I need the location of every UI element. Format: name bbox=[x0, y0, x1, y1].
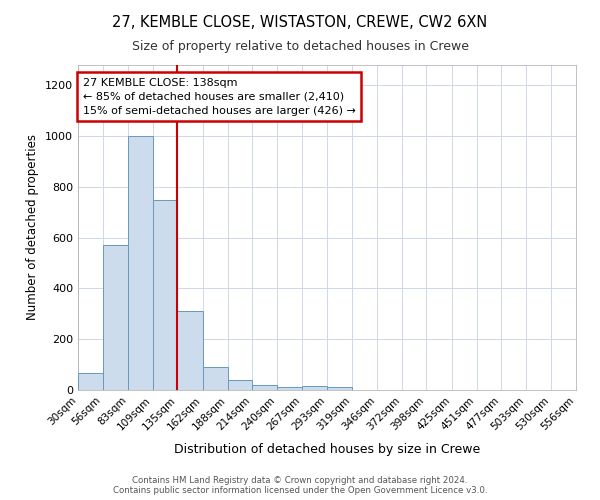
Bar bbox=[227, 380, 252, 390]
Bar bbox=[128, 136, 153, 390]
Bar bbox=[302, 386, 327, 390]
Bar bbox=[103, 246, 128, 390]
X-axis label: Distribution of detached houses by size in Crewe: Distribution of detached houses by size … bbox=[174, 443, 480, 456]
Y-axis label: Number of detached properties: Number of detached properties bbox=[26, 134, 40, 320]
Bar bbox=[203, 367, 227, 390]
Text: 27, KEMBLE CLOSE, WISTASTON, CREWE, CW2 6XN: 27, KEMBLE CLOSE, WISTASTON, CREWE, CW2 … bbox=[112, 15, 488, 30]
Bar bbox=[327, 388, 352, 390]
Bar bbox=[178, 312, 203, 390]
Text: Contains HM Land Registry data © Crown copyright and database right 2024.
Contai: Contains HM Land Registry data © Crown c… bbox=[113, 476, 487, 495]
Bar bbox=[277, 388, 302, 390]
Bar bbox=[252, 385, 277, 390]
Text: 27 KEMBLE CLOSE: 138sqm
← 85% of detached houses are smaller (2,410)
15% of semi: 27 KEMBLE CLOSE: 138sqm ← 85% of detache… bbox=[83, 78, 356, 116]
Bar bbox=[153, 200, 178, 390]
Text: Size of property relative to detached houses in Crewe: Size of property relative to detached ho… bbox=[131, 40, 469, 53]
Bar bbox=[78, 374, 103, 390]
